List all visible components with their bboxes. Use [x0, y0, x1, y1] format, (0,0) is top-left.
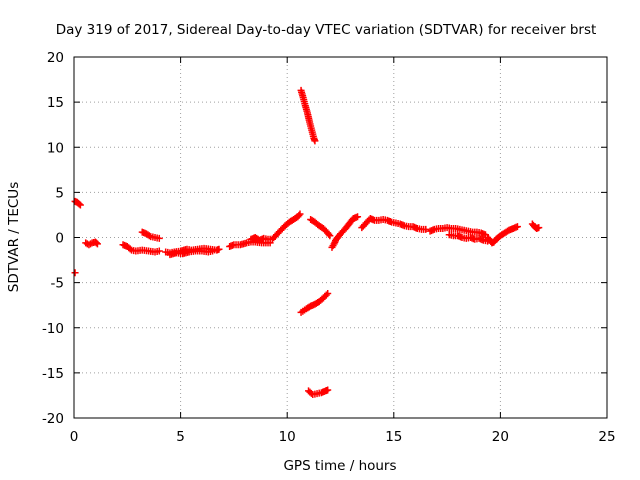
x-tick-label: 15: [385, 429, 402, 445]
data-point-arc-20: [535, 224, 543, 232]
chart-title: Day 319 of 2017, Sidereal Day-to-day VTE…: [56, 22, 597, 38]
data-point-arc-1: [75, 200, 83, 208]
data-point-arc-12: [324, 289, 332, 297]
y-tick-label: -20: [42, 411, 64, 427]
data-point-arc-3: [92, 239, 100, 247]
data-point-arc-4: [155, 247, 163, 255]
data-point-arc-2: [71, 269, 79, 277]
grid: [74, 57, 607, 418]
x-tick-label: 0: [70, 429, 79, 445]
data-point-arc-14: [325, 230, 333, 238]
data-point-arc-16: [422, 225, 430, 233]
ticks: 0 5 10 15 20 25 -20 -15 -10 -5 0 5 10 15 20: [42, 50, 616, 445]
data-point-arc-7: [209, 247, 217, 255]
data-point-arc-15: [354, 213, 362, 221]
y-tick-label: 20: [47, 50, 64, 66]
data-point-arc-5: [155, 234, 163, 242]
data-point-arc-3: [93, 240, 101, 248]
x-axis-label: GPS time / hours: [283, 458, 396, 474]
data-point-arc-10: [295, 211, 303, 219]
y-tick-label: -15: [42, 366, 64, 382]
y-tick-label: 0: [55, 231, 64, 247]
y-tick-label: -10: [42, 321, 64, 337]
x-tick-label: 10: [279, 429, 296, 445]
y-tick-label: -5: [51, 276, 64, 292]
data-point-arc-14: [326, 232, 334, 240]
data-point-arc-13: [324, 386, 332, 394]
x-tick-label: 20: [492, 429, 509, 445]
data-point-arc-1: [76, 201, 84, 209]
data-point-arc-6: [215, 245, 223, 253]
y-tick-label: 15: [47, 95, 64, 111]
data-point-arc-10: [296, 210, 304, 218]
data-points: [71, 86, 543, 399]
x-tick-label: 5: [176, 429, 185, 445]
data-point-arc-19: [513, 223, 521, 231]
data-point-arc-4: [126, 245, 134, 253]
data-point-arc-5: [145, 232, 153, 240]
x-tick-label: 25: [598, 429, 615, 445]
data-point-arc-11: [311, 137, 319, 145]
y-tick-label: 5: [55, 185, 64, 201]
data-point-arc-12: [322, 291, 330, 299]
y-tick-label: 10: [47, 140, 64, 156]
y-axis-label: SDTVAR / TECUs: [6, 182, 22, 292]
